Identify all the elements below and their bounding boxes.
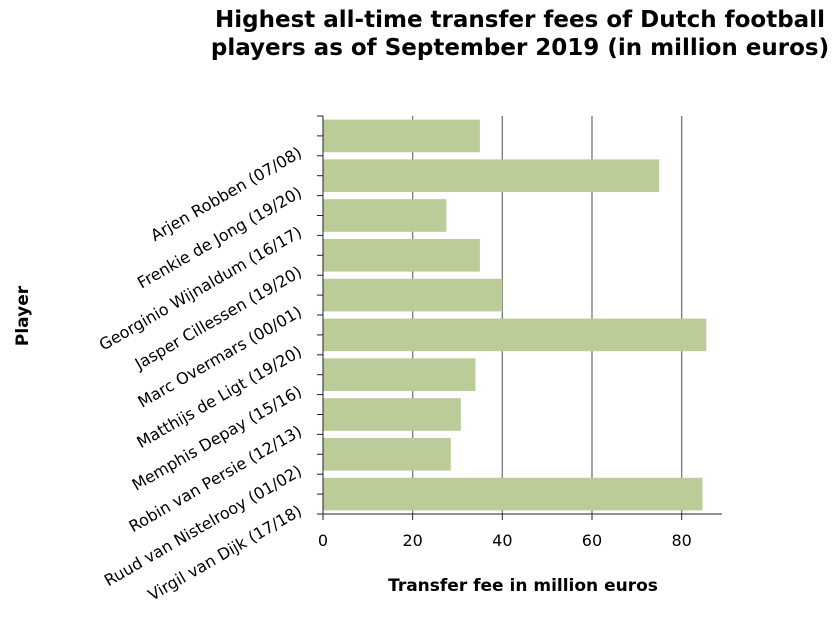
bar-5	[323, 318, 707, 352]
axes	[317, 115, 722, 520]
chart-title: Highest all-time transfer fees of Dutch …	[210, 7, 830, 61]
x-axis-title: Transfer fee in million euros	[388, 576, 658, 596]
bar-0	[323, 119, 480, 153]
bar-6	[323, 358, 476, 392]
x-tick-label-0: 0	[318, 531, 328, 550]
x-tick-label-20: 20	[402, 531, 422, 550]
bar-3	[323, 238, 480, 272]
bar-9	[323, 477, 703, 511]
y-axis-title: Player	[13, 285, 33, 346]
x-tick-label-40: 40	[492, 531, 512, 550]
x-tick-label-80: 80	[671, 531, 691, 550]
bar-1	[323, 159, 660, 193]
bar-7	[323, 398, 461, 431]
bars	[323, 119, 707, 511]
x-tick-label-60: 60	[582, 531, 602, 550]
bar-8	[323, 437, 451, 471]
bar-4	[323, 278, 503, 312]
bar-2	[323, 199, 447, 232]
